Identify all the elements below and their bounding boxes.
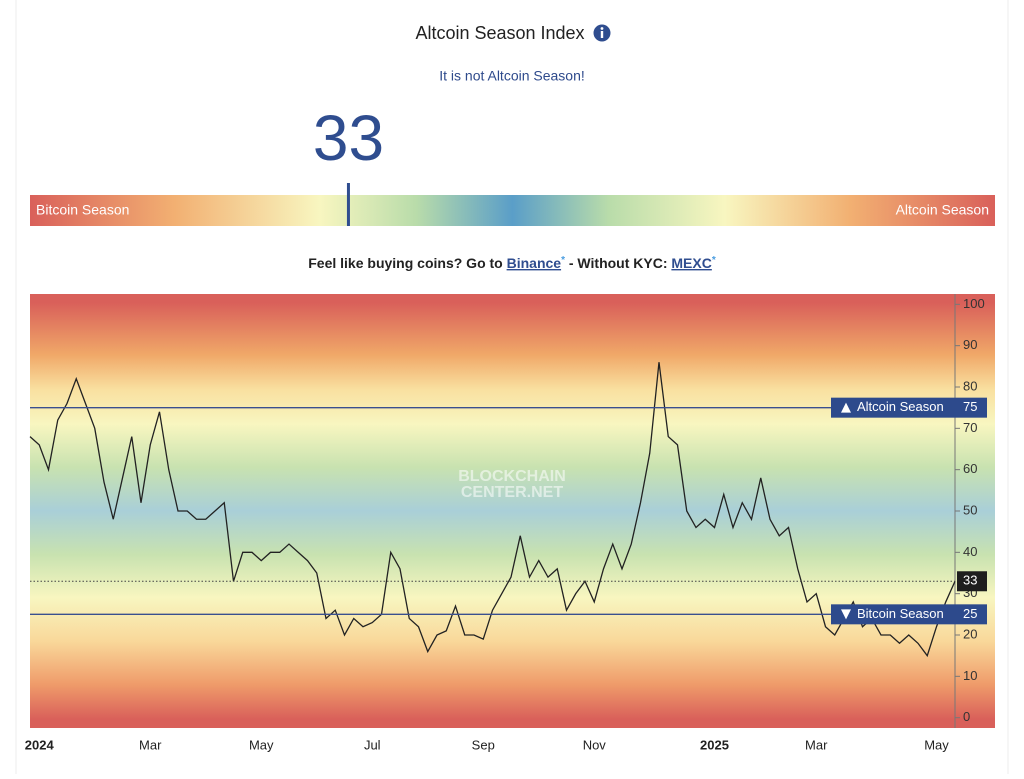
link-mark: * [561, 255, 565, 266]
x-tick-label: 2024 [25, 737, 55, 752]
gauge-bar [30, 195, 995, 226]
x-tick-label: Mar [139, 737, 162, 752]
subtitle: It is not Altcoin Season! [439, 68, 585, 84]
x-tick-label: Jul [364, 737, 381, 752]
reference-label-box [831, 604, 987, 625]
index-value: 33 [313, 102, 384, 174]
y-tick-label: 40 [963, 544, 977, 559]
x-tick-label: May [249, 737, 274, 752]
y-tick-label: 50 [963, 502, 977, 517]
promo-middle: - Without KYC: [569, 255, 668, 271]
y-tick-label: 80 [963, 378, 977, 393]
reference-label: Bitcoin Season [857, 606, 944, 621]
promo-text: Feel like buying coins? Go to [308, 255, 502, 271]
info-icon[interactable] [593, 24, 611, 42]
x-tick-label: Nov [583, 737, 607, 752]
x-tick-label: May [924, 737, 949, 752]
y-tick-label: 20 [963, 626, 977, 641]
mexc-link[interactable]: MEXC [671, 255, 711, 271]
plot-background [30, 294, 995, 728]
y-tick-label: 100 [963, 296, 985, 311]
gauge-left-label: Bitcoin Season [36, 202, 129, 218]
reference-value: 75 [963, 399, 977, 414]
y-tick-label: 60 [963, 461, 977, 476]
watermark: BLOCKCHAIN [458, 468, 566, 485]
title: Altcoin Season Index [415, 23, 584, 43]
gauge-marker [346, 183, 350, 226]
link-mark: * [712, 255, 716, 266]
x-tick-label: Sep [472, 737, 495, 752]
y-tick-label: 10 [963, 668, 977, 683]
current-box [957, 571, 987, 592]
y-tick-label: 70 [963, 420, 977, 435]
current-value: 33 [963, 573, 977, 588]
triangle-icon [841, 402, 851, 413]
y-tick-label: 0 [963, 709, 970, 724]
reference-label-box [831, 397, 987, 418]
reference-label: Altcoin Season [857, 399, 944, 414]
x-tick-label: Mar [805, 737, 828, 752]
promo: Feel like buying coins? Go to Binance* -… [308, 255, 716, 271]
watermark: CENTER.NET [461, 484, 563, 501]
reference-value: 25 [963, 606, 977, 621]
triangle-icon [841, 609, 851, 620]
x-tick-label: 2025 [700, 737, 729, 752]
gauge-right-label: Altcoin Season [896, 202, 989, 218]
index-line [29, 362, 956, 658]
y-tick-label: 90 [963, 337, 977, 352]
binance-link[interactable]: Binance [507, 255, 562, 271]
